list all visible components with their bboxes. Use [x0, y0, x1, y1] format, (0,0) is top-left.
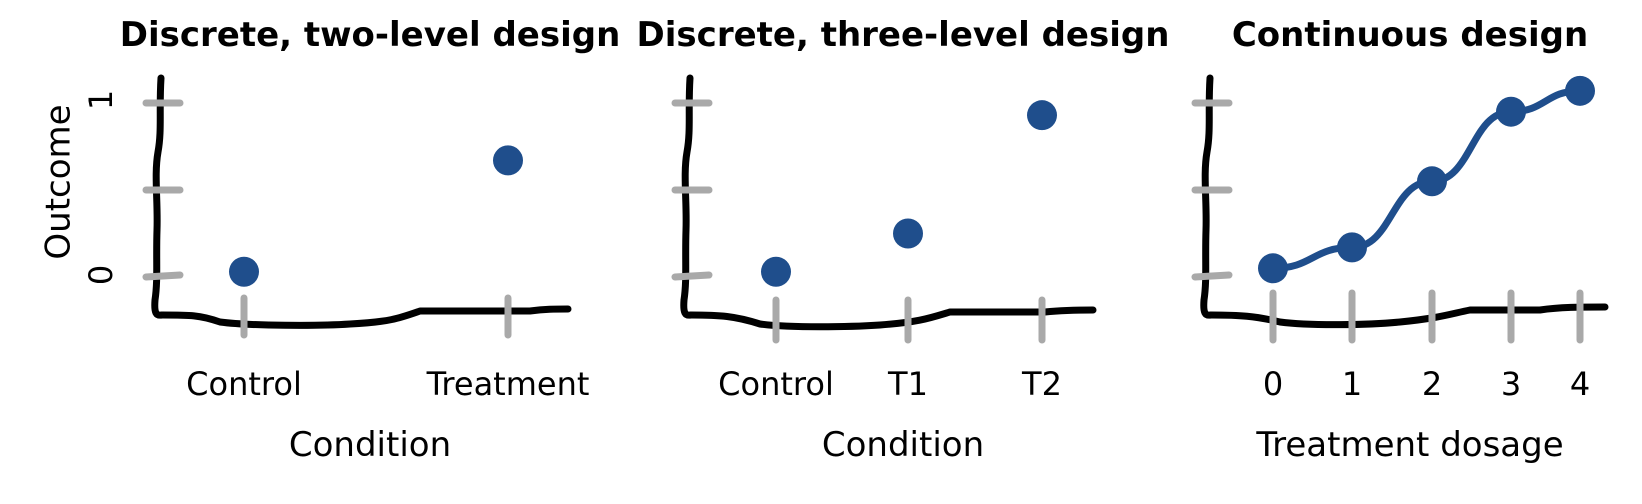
x-tick-label: T1 — [887, 365, 928, 403]
panel-title: Discrete, two-level design — [120, 15, 621, 55]
data-point — [1565, 75, 1595, 106]
panel-continuous: Continuous design 0 1 2 3 4 Treatment dosage — [1191, 15, 1609, 465]
x-axis-label: Condition — [289, 425, 451, 465]
panel-three-level: Discrete, three-level design Control T1 T2… — [637, 15, 1170, 465]
x-tick-label: Control — [718, 365, 834, 403]
panel-title: Continuous design — [1232, 15, 1588, 55]
y-tick — [671, 271, 713, 281]
data-point — [493, 145, 523, 176]
panel-title: Discrete, three-level design — [637, 15, 1170, 55]
x-axis-label: Condition — [822, 425, 984, 465]
data-point — [893, 218, 923, 249]
y-tick — [142, 271, 184, 281]
x-axis-line — [158, 305, 572, 329]
data-point — [761, 256, 791, 287]
data-point — [229, 256, 259, 287]
y-axis-line — [151, 74, 166, 319]
panel-two-level: Discrete, two-level design Control Treatm… — [120, 15, 621, 465]
x-tick-label: 0 — [1263, 365, 1283, 403]
y-tick — [1191, 271, 1233, 281]
data-point — [1337, 232, 1367, 263]
x-tick-label: Treatment — [426, 365, 590, 403]
data-point — [1027, 100, 1057, 131]
x-tick-label: T2 — [1021, 365, 1062, 403]
x-tick-label: Control — [186, 365, 302, 403]
y-axis-label: Outcome — [39, 104, 79, 259]
y-axis-line — [1200, 74, 1215, 319]
x-tick-label: 2 — [1422, 365, 1442, 403]
x-axis-label: Treatment dosage — [1255, 425, 1563, 465]
x-tick-label: 3 — [1501, 365, 1521, 403]
x-tick-label: 1 — [1342, 365, 1362, 403]
data-point — [1496, 96, 1526, 127]
y-axis-line — [680, 74, 695, 319]
data-point — [1417, 166, 1447, 197]
x-tick-label: 4 — [1570, 365, 1590, 403]
x-axis-line — [1207, 303, 1609, 329]
data-point — [1258, 253, 1288, 284]
y-tick-label-one: 1 — [82, 90, 120, 110]
x-axis-line — [687, 306, 1097, 331]
y-tick-label-zero: 0 — [82, 265, 120, 285]
